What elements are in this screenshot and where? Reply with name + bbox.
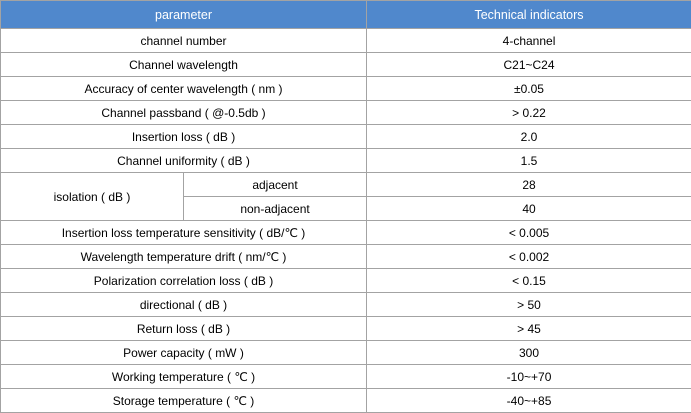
column-header-parameter: parameter [0, 0, 368, 29]
param-cell: Channel wavelength [0, 52, 368, 77]
param-cell: Power capacity ( mW ) [0, 340, 368, 365]
value-cell: -10~+70 [366, 364, 691, 389]
column-header-technical-indicators: Technical indicators [366, 0, 691, 29]
value-cell: C21~C24 [366, 52, 691, 77]
table-row: Channel wavelength C21~C24 [0, 52, 691, 77]
table-row: Storage temperature ( ℃ ) -40~+85 [0, 388, 691, 413]
table-row: Channel passband ( @-0.5db ) > 0.22 [0, 100, 691, 125]
param-cell: Insertion loss ( dB ) [0, 124, 368, 149]
sub-param-cell: non-adjacent [182, 196, 368, 221]
value-cell: 300 [366, 340, 691, 365]
param-cell: Return loss ( dB ) [0, 316, 368, 341]
param-cell-isolation: isolation ( dB ) [0, 172, 184, 221]
table-row: Channel uniformity ( dB ) 1.5 [0, 148, 691, 173]
param-cell: Channel uniformity ( dB ) [0, 148, 368, 173]
value-cell: < 0.005 [366, 220, 691, 245]
param-cell: Polarization correlation loss ( dB ) [0, 268, 368, 293]
value-cell: > 45 [366, 316, 691, 341]
param-cell: Storage temperature ( ℃ ) [0, 388, 368, 413]
value-cell: 40 [366, 196, 691, 221]
table-row: Working temperature ( ℃ ) -10~+70 [0, 364, 691, 389]
value-cell: < 0.15 [366, 268, 691, 293]
value-cell: 4-channel [366, 28, 691, 53]
param-cell: directional ( dB ) [0, 292, 368, 317]
value-cell: 2.0 [366, 124, 691, 149]
param-cell: Channel passband ( @-0.5db ) [0, 100, 368, 125]
value-cell: < 0.002 [366, 244, 691, 269]
table-row: Polarization correlation loss ( dB ) < 0… [0, 268, 691, 293]
param-cell: Working temperature ( ℃ ) [0, 364, 368, 389]
value-cell: > 0.22 [366, 100, 691, 125]
param-cell: Insertion loss temperature sensitivity (… [0, 220, 368, 245]
table-row: Insertion loss ( dB ) 2.0 [0, 124, 691, 149]
param-cell: Wavelength temperature drift ( nm/℃ ) [0, 244, 368, 269]
table-row: Accuracy of center wavelength ( nm ) ±0.… [0, 76, 691, 101]
table-row: Power capacity ( mW ) 300 [0, 340, 691, 365]
value-cell: 28 [366, 172, 691, 197]
value-cell: 1.5 [366, 148, 691, 173]
value-cell: > 50 [366, 292, 691, 317]
value-cell: ±0.05 [366, 76, 691, 101]
table-row: Return loss ( dB ) > 45 [0, 316, 691, 341]
param-cell: channel number [0, 28, 368, 53]
sub-param-cell: adjacent [182, 172, 368, 197]
table-row: Wavelength temperature drift ( nm/℃ ) < … [0, 244, 691, 269]
table-row: Insertion loss temperature sensitivity (… [0, 220, 691, 245]
value-cell: -40~+85 [366, 388, 691, 413]
table-row: channel number 4-channel [0, 28, 691, 53]
param-cell: Accuracy of center wavelength ( nm ) [0, 76, 368, 101]
table-row: directional ( dB ) > 50 [0, 292, 691, 317]
header-row: parameter Technical indicators [0, 0, 691, 29]
table-row-isolation-adjacent: isolation ( dB ) adjacent 28 [0, 172, 691, 221]
